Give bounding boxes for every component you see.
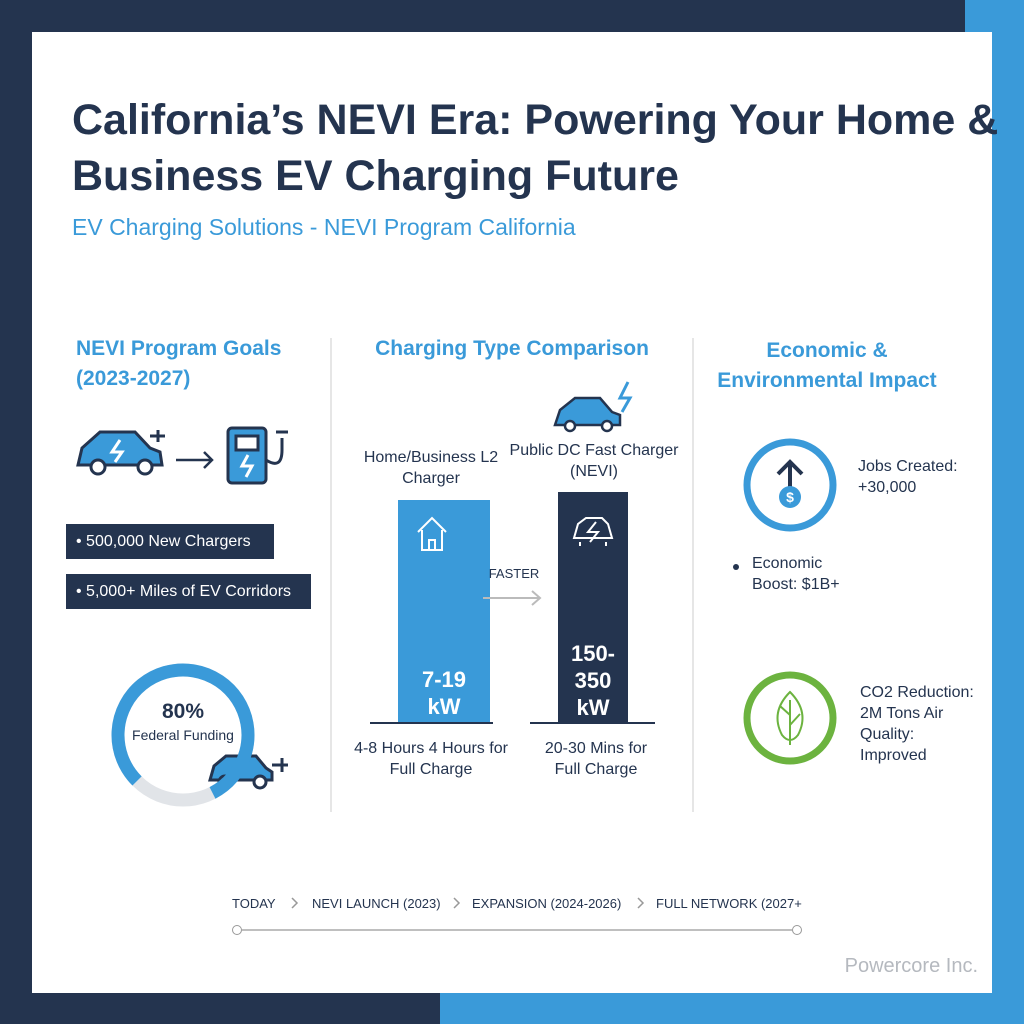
impact-stat: Jobs Created: +30,000 bbox=[858, 458, 958, 496]
section-heading: Charging Type Comparison bbox=[375, 337, 649, 360]
charger-name: Public DC Fast Charger (NEVI) bbox=[509, 442, 679, 480]
timeline-step: NEVI LAUNCH (2023) bbox=[312, 896, 441, 911]
section-heading: NEVI Program Goals (2023-2027) bbox=[76, 337, 282, 390]
car-outline-icon bbox=[572, 517, 614, 546]
arrow bbox=[176, 451, 214, 469]
panel bbox=[32, 32, 992, 993]
timeline-dot bbox=[792, 925, 802, 935]
section-heading: Economic & Environmental Impact bbox=[717, 339, 937, 392]
accent-strip bbox=[440, 993, 1024, 1024]
charge-time: 4-8 Hours 4 Hours for Full Charge bbox=[354, 740, 508, 778]
impact-stat: CO2 Reduction: 2M Tons Air Quality: Impr… bbox=[860, 684, 974, 764]
goal-text: 5,000+ Miles of EV Corridors bbox=[86, 583, 292, 600]
car-icon bbox=[553, 381, 633, 433]
l2-bar bbox=[398, 500, 490, 723]
title: California’s NEVI Era: Powering Your Hom… bbox=[72, 96, 999, 200]
timeline-step: FULL NETWORK (2027+ bbox=[656, 896, 802, 911]
gauge-arc bbox=[111, 663, 255, 799]
house-icon bbox=[417, 516, 447, 551]
leaf-icon bbox=[776, 690, 804, 745]
subtitle: EV Charging Solutions - NEVI Program Cal… bbox=[72, 214, 576, 240]
gauge-label: 80% bbox=[161, 700, 205, 723]
footer-brand: Powercore Inc. bbox=[844, 955, 978, 977]
gauge-caption: Federal Funding bbox=[132, 727, 234, 743]
charger-icon bbox=[226, 426, 288, 485]
goal-text: 500,000 New Chargers bbox=[86, 533, 251, 550]
coin bbox=[779, 486, 801, 508]
charger-power: 150-350 kW bbox=[570, 641, 616, 720]
dollar-icon: $ bbox=[786, 489, 794, 505]
timeline-step: EXPANSION (2024-2026) bbox=[472, 896, 622, 911]
chevrons bbox=[291, 897, 645, 909]
dc-bar bbox=[558, 492, 628, 723]
co2-circle bbox=[743, 671, 837, 765]
timeline-step: TODAY bbox=[232, 896, 276, 911]
bullet bbox=[733, 564, 739, 570]
jobs-circle bbox=[743, 438, 837, 532]
impact-stat: Economic Boost: $1B+ bbox=[752, 555, 840, 593]
charge-time: 20-30 Mins for Full Charge bbox=[544, 740, 648, 778]
timeline-dot bbox=[232, 925, 242, 935]
goal-pill: • 5,000+ Miles of EV Corridors bbox=[66, 574, 311, 609]
charger-name: Home/Business L2 Charger bbox=[363, 449, 499, 487]
goal-pill: • 500,000 New Chargers bbox=[66, 524, 274, 559]
faster-label: FASTER bbox=[488, 566, 540, 581]
car-icon bbox=[76, 430, 165, 476]
faster-arrow bbox=[483, 590, 542, 606]
charger-power: 7-19 kW bbox=[421, 667, 467, 719]
